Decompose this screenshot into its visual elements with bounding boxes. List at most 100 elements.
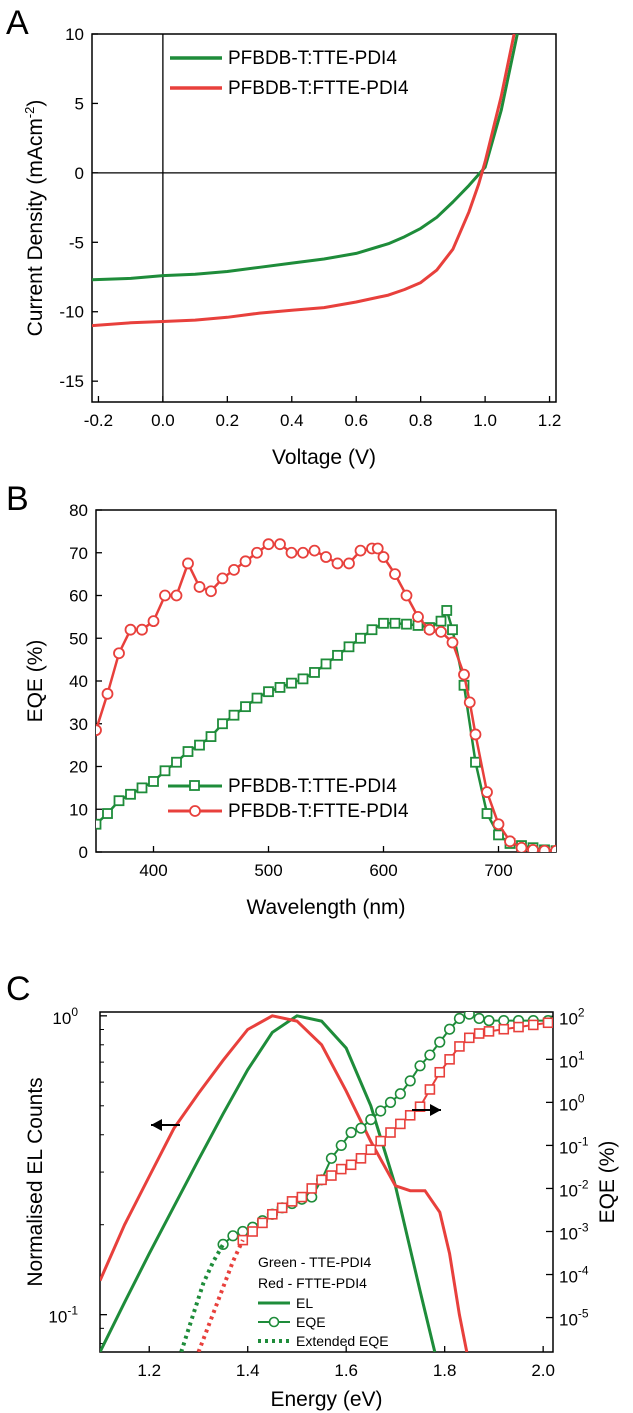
x-tick-label: 600 — [369, 861, 397, 880]
data-point-circle — [308, 544, 321, 557]
legend-marker-square — [189, 780, 200, 791]
eqe-point-circle — [335, 1139, 347, 1152]
el-line-green — [100, 1014, 437, 1352]
data-point-square — [125, 788, 136, 800]
data-point-square — [274, 682, 286, 693]
data-point-circle — [400, 589, 413, 602]
right-y-tick-label: 101 — [559, 1048, 585, 1071]
data-point-circle — [262, 538, 275, 551]
left-y-tick-label-base: 10 — [48, 1308, 67, 1327]
data-point-square — [493, 829, 504, 841]
eqe-point-square — [424, 1084, 436, 1095]
data-point-circle — [147, 615, 160, 628]
left-y-tick-label-exp: -1 — [67, 1304, 78, 1318]
data-point-square — [159, 765, 171, 777]
right-y-tick-label-base: 10 — [559, 1009, 578, 1028]
eqe-point-square — [345, 1159, 357, 1171]
data-point-square — [389, 617, 401, 629]
y-tick-label: 60 — [69, 587, 88, 606]
right-y-tick-label: 10-3 — [559, 1220, 589, 1243]
data-point-circle — [371, 542, 384, 555]
x-tick-label: 0.0 — [151, 411, 175, 430]
data-point-circle — [389, 568, 401, 581]
right-y-tick-label-exp: -1 — [578, 1134, 589, 1148]
y-tick-label: 0 — [75, 164, 84, 183]
right-y-tick-label: 10-4 — [559, 1264, 589, 1287]
eqe-point-circle — [434, 1036, 446, 1048]
eqe-point-circle — [483, 1015, 495, 1027]
data-point-square — [148, 776, 159, 787]
right-y-tick-label-base: 10 — [559, 1181, 578, 1200]
right-y-tick-label-exp: -4 — [578, 1264, 589, 1278]
right-y-tick-label-base: 10 — [559, 1095, 578, 1114]
y-tick-label: -10 — [59, 303, 84, 322]
x-tick-label: -0.2 — [84, 411, 113, 430]
eqe-point-circle — [375, 1105, 387, 1117]
x-tick-label: 0.4 — [280, 411, 304, 430]
panel-letter-b: B — [6, 480, 29, 518]
data-point-square — [182, 746, 194, 757]
left-y-tick-label: 100 — [52, 1005, 78, 1028]
eqe-point-square — [316, 1174, 327, 1186]
data-point-circle — [423, 623, 436, 636]
right-y-tick-label-exp: 1 — [578, 1048, 585, 1062]
x-axis-title: Voltage (V) — [272, 446, 376, 469]
legend-line1: Green - TTE-PDI4 — [258, 1254, 372, 1270]
eqe-point-circle — [463, 1012, 475, 1020]
data-point-square — [113, 795, 125, 807]
y-tick-label: 40 — [69, 672, 88, 691]
left-axis-arrow-head — [151, 1119, 162, 1131]
right-y-tick-label-base: 10 — [559, 1311, 578, 1330]
data-point-circle — [170, 589, 183, 602]
eqe-point-circle — [384, 1096, 397, 1108]
data-point-circle — [435, 625, 447, 638]
x-tick-label: 700 — [484, 861, 512, 880]
el-line-red — [100, 1014, 469, 1352]
legend-label: PFBDB-T:FTTE-PDI4 — [228, 801, 409, 822]
eqe-point-circle — [394, 1088, 406, 1100]
y-tick-label: -15 — [59, 372, 84, 391]
data-point-circle — [331, 557, 344, 570]
legend-marker-circle — [189, 805, 201, 817]
data-point-circle — [274, 538, 286, 551]
panel-letter-a: A — [6, 4, 29, 42]
data-point-square — [332, 649, 343, 661]
eqe-point-square — [296, 1191, 308, 1203]
data-point-circle — [182, 557, 194, 570]
panel-letter-c: C — [6, 970, 31, 1008]
panel-b-series-group — [96, 538, 556, 852]
data-point-square — [171, 756, 182, 768]
y-axis-title-close: ) — [24, 100, 47, 107]
legend-label: PFBDB-T:TTE-PDI4 — [228, 48, 397, 69]
right-y-tick-label-exp: 0 — [578, 1091, 585, 1105]
extended-eqe-red — [196, 1239, 245, 1352]
legend-eqe: EQE — [296, 1314, 326, 1330]
y-tick-label: 0 — [79, 843, 88, 862]
data-point-square — [343, 641, 355, 653]
legend-eqe-marker — [268, 1316, 280, 1328]
x-tick-label: 1.2 — [538, 411, 562, 430]
data-point-circle — [527, 843, 539, 852]
data-point-circle — [297, 546, 309, 559]
right-y-axis-title: EQE (%) — [596, 1141, 619, 1224]
eqe-point-square — [463, 1032, 475, 1044]
data-point-circle — [124, 623, 137, 636]
data-point-circle — [101, 687, 114, 700]
legend-extended: Extended EQE — [296, 1333, 389, 1349]
data-point-square — [263, 686, 274, 698]
data-point-square — [366, 624, 378, 636]
data-point-circle — [136, 623, 148, 636]
data-point-square — [441, 605, 453, 616]
data-point-square — [320, 658, 332, 670]
eqe-point-square — [513, 1021, 524, 1033]
x-tick-label: 1.2 — [137, 1361, 161, 1380]
x-tick-label: 1.0 — [473, 411, 497, 430]
x-tick-label: 2.0 — [531, 1361, 555, 1380]
y-tick-label: 20 — [69, 758, 88, 777]
eqe-point-square — [395, 1118, 406, 1130]
eqe-point-circle — [355, 1122, 367, 1134]
x-tick-label: 0.8 — [409, 411, 433, 430]
data-point-circle — [377, 551, 390, 563]
y-tick-label: 10 — [65, 25, 84, 44]
